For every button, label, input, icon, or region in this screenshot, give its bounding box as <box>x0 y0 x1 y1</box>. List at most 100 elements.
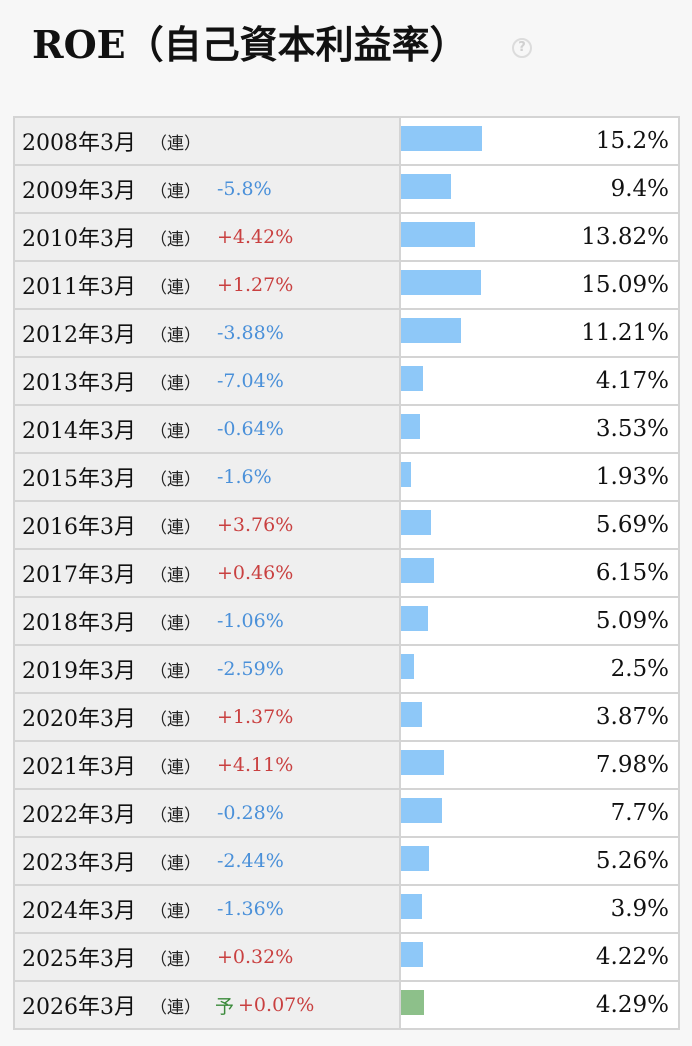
table-row: 2025年3月 （連） +0.32% 4.22% <box>15 934 678 982</box>
fiscal-period: 2016年3月 <box>22 515 136 540</box>
roe-bar <box>401 798 442 823</box>
consolidated-tag: （連） <box>150 613 201 634</box>
row-label: 2012年3月 （連） -3.88% <box>15 310 401 356</box>
bar-cell <box>401 838 531 884</box>
table-row: 2010年3月 （連） +4.42% 13.82% <box>15 214 678 262</box>
row-label: 2010年3月 （連） +4.42% <box>15 214 401 260</box>
row-label: 2008年3月 （連） <box>15 118 401 164</box>
consolidated-tag: （連） <box>150 421 201 442</box>
row-label: 2022年3月 （連） -0.28% <box>15 790 401 836</box>
row-label: 2025年3月 （連） +0.32% <box>15 934 401 980</box>
header: ROE（自己資本利益率） ? <box>0 0 692 116</box>
table-row: 2011年3月 （連） +1.27% 15.09% <box>15 262 678 310</box>
roe-value: 3.53% <box>531 406 678 452</box>
change-value: +1.27% <box>217 274 294 296</box>
consolidated-tag: （連） <box>150 325 201 346</box>
fiscal-period: 2015年3月 <box>22 467 136 492</box>
bar-cell <box>401 646 531 692</box>
change-value: -1.06% <box>217 610 284 632</box>
roe-table: 2008年3月 （連） 15.2% 2009年3月 （連） -5.8% 9.4% 2010年3… <box>13 116 680 1030</box>
fiscal-period: 2020年3月 <box>22 707 136 732</box>
roe-value: 3.87% <box>531 694 678 740</box>
row-label: 2009年3月 （連） -5.8% <box>15 166 401 212</box>
table-row: 2013年3月 （連） -7.04% 4.17% <box>15 358 678 406</box>
fiscal-period: 2022年3月 <box>22 803 136 828</box>
roe-bar <box>401 894 422 919</box>
roe-value: 5.69% <box>531 502 678 548</box>
table-row: 2008年3月 （連） 15.2% <box>15 118 678 166</box>
row-label: 2020年3月 （連） +1.37% <box>15 694 401 740</box>
bar-cell <box>401 502 531 548</box>
page-title: ROE（自己資本利益率） <box>32 22 468 67</box>
consolidated-tag: （連） <box>150 757 201 778</box>
fiscal-period: 2013年3月 <box>22 371 136 396</box>
change-value: -1.36% <box>217 898 284 920</box>
roe-bar <box>401 414 420 439</box>
roe-bar <box>401 222 475 247</box>
fiscal-period: 2017年3月 <box>22 563 136 588</box>
roe-value: 4.17% <box>531 358 678 404</box>
change-value: +4.42% <box>217 226 294 248</box>
roe-bar <box>401 318 461 343</box>
roe-bar <box>401 846 429 871</box>
change-value: -5.8% <box>217 178 272 200</box>
bar-cell <box>401 982 531 1028</box>
roe-value: 11.21% <box>531 310 678 356</box>
consolidated-tag: （連） <box>150 133 201 154</box>
row-label: 2018年3月 （連） -1.06% <box>15 598 401 644</box>
consolidated-tag: （連） <box>150 469 201 490</box>
roe-bar <box>401 366 423 391</box>
consolidated-tag: （連） <box>150 277 201 298</box>
question-circle-icon[interactable]: ? <box>512 38 532 58</box>
fiscal-period: 2026年3月 <box>22 995 136 1020</box>
fiscal-period: 2012年3月 <box>22 323 136 348</box>
change-value: -2.44% <box>217 850 284 872</box>
row-label: 2019年3月 （連） -2.59% <box>15 646 401 692</box>
roe-bar <box>401 606 428 631</box>
table-row: 2024年3月 （連） -1.36% 3.9% <box>15 886 678 934</box>
fiscal-period: 2018年3月 <box>22 611 136 636</box>
roe-value: 13.82% <box>531 214 678 260</box>
consolidated-tag: （連） <box>150 373 201 394</box>
roe-bar <box>401 270 481 295</box>
bar-cell <box>401 934 531 980</box>
fiscal-period: 2019年3月 <box>22 659 136 684</box>
row-label: 2026年3月 （連） 予 +0.07% <box>15 982 401 1028</box>
change-value: -0.64% <box>217 418 284 440</box>
bar-cell <box>401 406 531 452</box>
roe-value: 4.29% <box>531 982 678 1028</box>
change-value: +3.76% <box>217 514 294 536</box>
row-label: 2013年3月 （連） -7.04% <box>15 358 401 404</box>
row-label: 2017年3月 （連） +0.46% <box>15 550 401 596</box>
bar-cell <box>401 550 531 596</box>
change-value: +0.46% <box>217 562 294 584</box>
bar-cell <box>401 790 531 836</box>
table-row: 2019年3月 （連） -2.59% 2.5% <box>15 646 678 694</box>
fiscal-period: 2008年3月 <box>22 131 136 156</box>
roe-value: 5.09% <box>531 598 678 644</box>
table-row: 2012年3月 （連） -3.88% 11.21% <box>15 310 678 358</box>
table-row: 2016年3月 （連） +3.76% 5.69% <box>15 502 678 550</box>
fiscal-period: 2023年3月 <box>22 851 136 876</box>
bar-cell <box>401 166 531 212</box>
bar-cell <box>401 598 531 644</box>
consolidated-tag: （連） <box>150 997 201 1018</box>
change-value: +1.37% <box>217 706 294 728</box>
change-value: -7.04% <box>217 370 284 392</box>
roe-bar <box>401 702 422 727</box>
table-row: 2009年3月 （連） -5.8% 9.4% <box>15 166 678 214</box>
consolidated-tag: （連） <box>150 229 201 250</box>
change-value: -2.59% <box>217 658 284 680</box>
consolidated-tag: （連） <box>150 517 201 538</box>
consolidated-tag: （連） <box>150 805 201 826</box>
roe-value: 15.09% <box>531 262 678 308</box>
consolidated-tag: （連） <box>150 181 201 202</box>
table-row: 2018年3月 （連） -1.06% 5.09% <box>15 598 678 646</box>
forecast-tag: 予 <box>215 995 235 1018</box>
consolidated-tag: （連） <box>150 565 201 586</box>
roe-bar <box>401 174 451 199</box>
roe-bar <box>401 510 431 535</box>
consolidated-tag: （連） <box>150 853 201 874</box>
roe-value: 3.9% <box>531 886 678 932</box>
table-row: 2014年3月 （連） -0.64% 3.53% <box>15 406 678 454</box>
